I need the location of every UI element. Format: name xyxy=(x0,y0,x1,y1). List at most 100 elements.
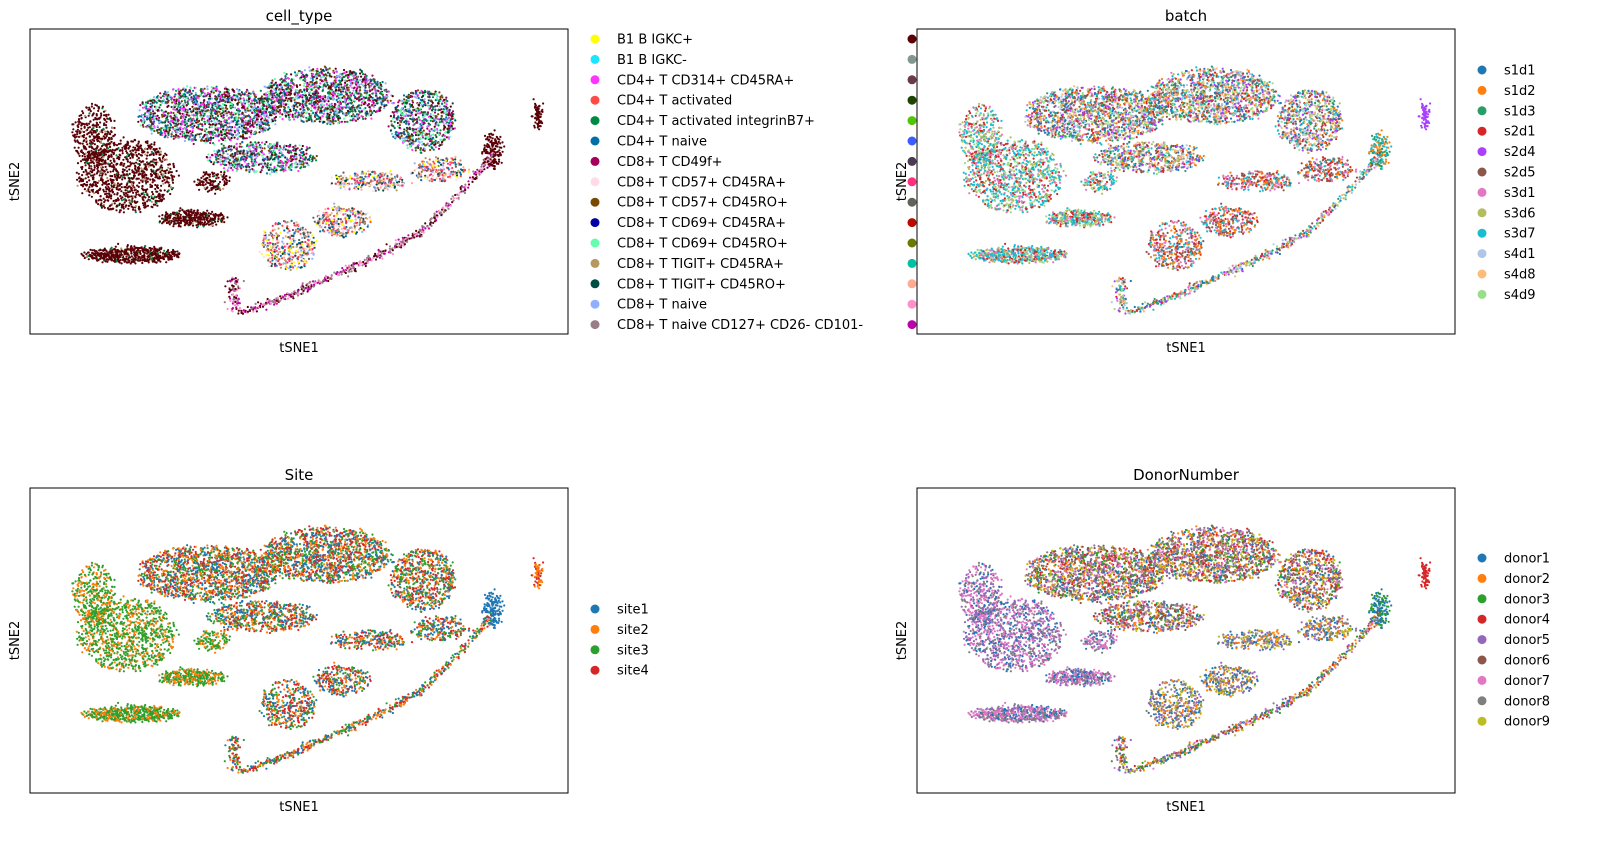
scatter-point xyxy=(386,95,389,98)
scatter-point xyxy=(234,99,237,102)
scatter-point xyxy=(409,91,413,95)
scatter-point xyxy=(122,136,125,139)
scatter-point xyxy=(137,157,140,160)
scatter-point xyxy=(173,104,176,107)
scatter-point xyxy=(84,177,87,180)
scatter-point xyxy=(215,85,218,88)
scatter-point xyxy=(383,107,386,110)
scatter-point xyxy=(189,110,193,113)
scatter-point xyxy=(423,103,426,106)
scatter-point xyxy=(278,92,282,95)
scatter-point xyxy=(342,117,346,120)
scatter-point xyxy=(289,155,293,158)
scatter-point xyxy=(323,74,326,77)
scatter-point xyxy=(203,128,206,131)
scatter-point xyxy=(310,106,313,109)
scatter-point xyxy=(190,98,193,101)
scatter-point xyxy=(370,84,373,87)
scatter-point xyxy=(144,196,147,199)
scatter-point xyxy=(268,103,271,106)
scatter-point xyxy=(248,143,251,146)
scatter-point xyxy=(166,136,169,139)
scatter-point xyxy=(228,111,231,114)
scatter-point xyxy=(185,97,188,100)
scatter-point xyxy=(247,168,250,171)
scatter-point xyxy=(433,128,436,131)
scatter-point xyxy=(428,130,431,133)
scatter-point xyxy=(339,72,342,75)
scatter-point xyxy=(303,158,306,161)
scatter-point xyxy=(141,202,145,205)
scatter-point xyxy=(360,110,363,113)
scatter-point xyxy=(147,165,150,168)
scatter-point xyxy=(344,81,347,84)
scatter-point xyxy=(273,146,276,149)
scatter-point xyxy=(392,135,395,138)
scatter-point xyxy=(184,124,187,127)
scatter-point xyxy=(165,125,168,128)
scatter-point xyxy=(362,98,365,101)
scatter-point xyxy=(450,124,453,127)
scatter-point xyxy=(156,114,159,117)
scatter-point xyxy=(310,69,313,72)
scatter-point xyxy=(241,133,245,136)
scatter-point xyxy=(248,170,251,173)
scatter-point xyxy=(182,133,185,136)
scatter-point xyxy=(334,120,337,123)
scatter-point xyxy=(304,78,307,81)
scatter-point xyxy=(266,90,269,93)
scatter-point xyxy=(149,113,152,116)
scatter-point xyxy=(231,88,234,91)
scatter-point xyxy=(359,72,362,75)
scatter-point xyxy=(157,119,160,122)
scatter-point xyxy=(185,120,189,123)
scatter-point xyxy=(296,147,299,150)
scatter-point xyxy=(116,182,120,185)
scatter-point xyxy=(302,106,305,109)
scatter-point xyxy=(445,109,448,112)
scatter-point xyxy=(300,94,304,97)
scatter-point xyxy=(435,92,438,95)
scatter-point xyxy=(441,110,444,113)
scatter-point xyxy=(199,110,202,113)
scatter-point xyxy=(280,85,283,88)
scatter-point xyxy=(305,152,308,155)
scatter-point xyxy=(267,149,270,152)
scatter-point xyxy=(207,131,210,134)
scatter-point xyxy=(293,154,296,158)
scatter-point xyxy=(419,148,422,151)
scatter-point xyxy=(301,151,304,154)
scatter-point xyxy=(151,104,154,107)
scatter-point xyxy=(399,110,403,113)
scatter-point xyxy=(172,164,175,167)
scatter-point xyxy=(183,102,186,105)
scatter-point xyxy=(308,112,311,115)
scatter-point xyxy=(380,88,383,91)
scatter-point xyxy=(236,120,239,123)
scatter-point xyxy=(253,106,256,109)
scatter-point xyxy=(298,153,301,157)
scatter-point xyxy=(319,78,322,81)
scatter-point xyxy=(167,133,170,136)
scatter-point xyxy=(331,120,334,123)
scatter-point xyxy=(284,160,287,163)
scatter-point xyxy=(408,126,411,129)
scatter-point xyxy=(138,194,141,197)
scatter-point xyxy=(90,195,93,198)
scatter-point xyxy=(227,156,230,159)
scatter-point xyxy=(429,112,432,116)
scatter-point xyxy=(302,100,305,103)
scatter-point xyxy=(285,94,288,97)
scatter-point xyxy=(308,118,311,122)
scatter-point xyxy=(267,168,271,171)
scatter-point xyxy=(274,115,278,119)
scatter-point xyxy=(242,115,245,118)
scatter-point xyxy=(247,119,250,122)
scatter-point xyxy=(336,100,339,103)
scatter-point xyxy=(169,126,172,129)
scatter-point xyxy=(404,105,407,108)
scatter-point xyxy=(351,106,354,109)
scatter-point xyxy=(222,125,225,128)
scatter-point xyxy=(159,129,162,132)
scatter-point xyxy=(163,121,167,124)
